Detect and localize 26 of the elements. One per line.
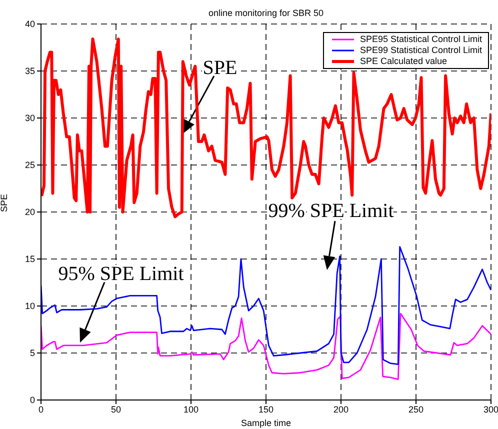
legend-label: SPE99 Statistical Control Limit [360, 45, 482, 56]
x-tick-label: 100 [183, 404, 199, 414]
y-tick-label: 30 [24, 113, 35, 124]
y-tick-label: 35 [24, 66, 35, 76]
legend-label: SPE Calculated value [360, 56, 447, 67]
x-tick-label: 0 [38, 404, 44, 414]
y-tick-label: 5 [30, 348, 35, 358]
y-tick-label: 40 [24, 19, 35, 30]
y-tick-label: 10 [24, 301, 35, 312]
y-tick-label: 15 [24, 254, 35, 264]
x-tick-label: 200 [333, 404, 349, 414]
x-tick-label: 300 [483, 404, 498, 414]
line-series [41, 312, 491, 380]
line-series [41, 38, 491, 218]
x-axis-title: Sample time [240, 418, 292, 428]
line-series [41, 246, 491, 365]
x-tick-label: 50 [110, 404, 122, 414]
legend-label: SPE95 Statistical Control Limit [360, 34, 482, 45]
x-tick-label: 250 [408, 404, 424, 414]
y-tick-label: 25 [24, 160, 35, 170]
y-tick-label: 0 [30, 395, 35, 406]
x-tick-label: 150 [258, 404, 274, 414]
chart-title: online monitoring for SBR 50 [207, 8, 325, 18]
annotation: 95% SPE Limit [58, 263, 184, 285]
y-axis-title: SPE [0, 194, 10, 212]
y-tick-label: 20 [24, 207, 35, 218]
